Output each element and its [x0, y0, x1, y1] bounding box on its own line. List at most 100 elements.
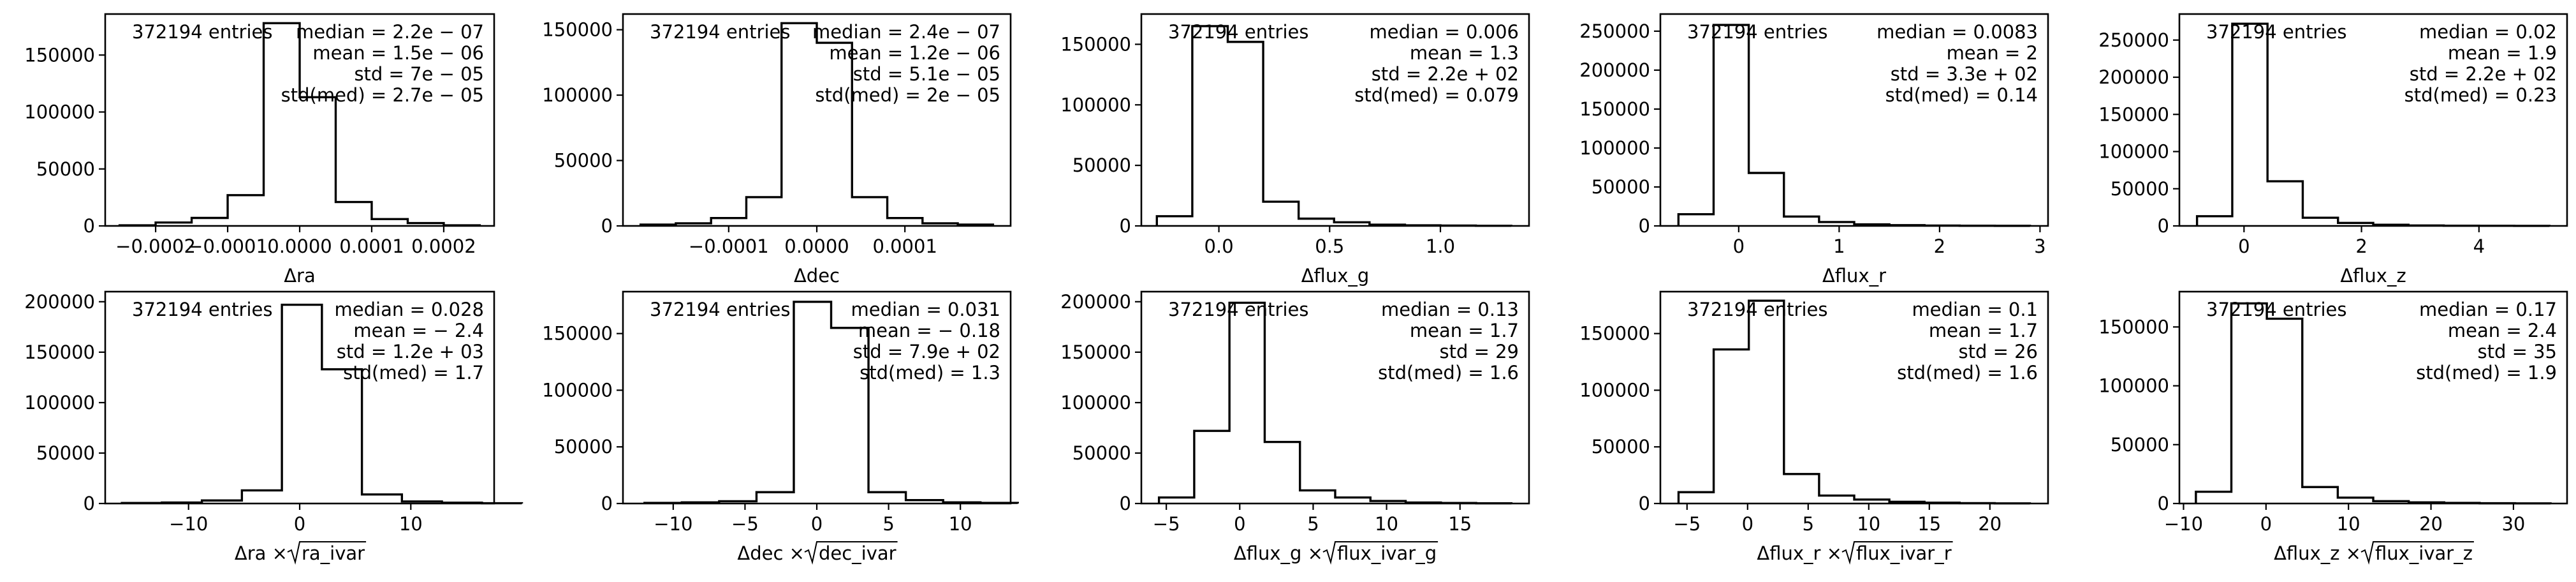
y-tick-label: 100000	[24, 101, 95, 123]
stats-line: mean = 1.5e − 06	[312, 42, 484, 64]
x-tick-label: 15	[1448, 513, 1472, 535]
x-tick-label: 0.5	[1315, 235, 1344, 257]
stats-line: std(med) = 2e − 05	[815, 84, 1000, 106]
y-tick-label: 100000	[2098, 375, 2169, 397]
y-tick-label: 200000	[1579, 59, 1650, 81]
histogram-panel: −10 −5 0 5 10 0 50000 100000 150000 Δdec × dec_iv…	[542, 290, 1019, 565]
y-tick-label: 50000	[1592, 436, 1650, 458]
stats-line: mean = 2	[1947, 42, 2038, 64]
y-tick-label: 150000	[24, 341, 95, 363]
x-tick-label: −0.0001	[689, 235, 769, 257]
x-tick-label: 30	[2501, 513, 2525, 535]
y-tick-label: 200000	[1060, 291, 1131, 313]
y-tick-label: 0	[1120, 493, 1131, 514]
stats-line: mean = 1.7	[1410, 320, 1519, 341]
stats-line: std = 2.2e + 02	[1372, 63, 1519, 85]
x-axis-label: Δflux_g	[1301, 265, 1370, 287]
x-tick-label: 1.0	[1426, 235, 1455, 257]
y-tick-label: 100000	[1060, 392, 1131, 414]
y-tick-label: 200000	[2098, 66, 2169, 88]
y-tick-label: 50000	[554, 436, 613, 458]
y-tick-label: 150000	[542, 323, 613, 345]
stats-line: mean = 1.7	[1929, 320, 2038, 341]
x-axis-label: Δra	[284, 265, 316, 287]
x-axis-sqrt-radicand: dec_ivar	[819, 542, 896, 564]
stats-line: median = 0.17	[2419, 299, 2557, 320]
stats-line: std = 2.2e + 02	[2410, 63, 2557, 85]
x-tick-label: −5	[1673, 513, 1701, 535]
entries-annotation: 372194 entries	[2206, 299, 2346, 320]
y-tick-label: 0	[2158, 493, 2169, 514]
y-tick-label: 0	[1120, 215, 1131, 237]
y-tick-label: 0	[84, 493, 95, 514]
histogram-panel: −5 0 5 10 15 0 50000 100000 150000 200000 Δflux_g …	[1060, 290, 1530, 565]
x-tick-label: 0	[1733, 235, 1745, 257]
stats-line: mean = − 2.4	[353, 320, 484, 341]
histogram-panel: −5 0 5 10 15 20 0 50000 100000 150000 Δflux_r × fl…	[1579, 290, 2049, 565]
x-axis-sqrt-radicand: ra_ivar	[302, 542, 365, 564]
x-tick-label: 0	[294, 513, 305, 535]
x-tick-label: 15	[1917, 513, 1941, 535]
stats-line: std = 1.2e + 03	[337, 341, 484, 362]
x-tick-label: −10	[169, 513, 208, 535]
stats-line: std(med) = 0.14	[1885, 84, 2038, 106]
stats-line: std(med) = 0.23	[2404, 84, 2557, 106]
stats-line: mean = 2.4	[2448, 320, 2557, 341]
axes-frame	[1140, 290, 1530, 505]
x-tick-label: −5	[1153, 513, 1180, 535]
stats-line: std = 5.1e − 05	[853, 63, 1000, 85]
stats-line: std = 7e − 05	[354, 63, 484, 85]
stats-line: median = 0.1	[1912, 299, 2038, 320]
y-tick-label: 0	[601, 215, 613, 237]
y-tick-label: 250000	[2098, 29, 2169, 51]
x-tick-label: −5	[731, 513, 759, 535]
x-tick-label: 0	[2238, 235, 2250, 257]
x-tick-label: 10	[399, 513, 423, 535]
y-tick-label: 0	[1639, 215, 1650, 237]
y-tick-label: 50000	[1592, 176, 1650, 198]
x-axis-sqrt-radicand: flux_ivar_g	[1337, 542, 1437, 564]
y-tick-label: 150000	[1060, 341, 1131, 363]
entries-annotation: 372194 entries	[1687, 21, 1827, 43]
histogram-panel: 0 2 4 0 50000 100000 150000 200000 250000 Δflux_z…	[2098, 13, 2568, 287]
x-tick-label: 20	[2419, 513, 2443, 535]
x-axis-label: Δra ×	[235, 542, 288, 564]
stats-line: mean = 1.9	[2448, 42, 2557, 64]
y-tick-label: 0	[1639, 493, 1650, 514]
x-tick-label: 20	[1978, 513, 2002, 535]
x-tick-label: 0	[2260, 513, 2272, 535]
x-tick-label: 0.0000	[267, 235, 332, 257]
stats-line: median = 2.2e − 07	[296, 21, 484, 43]
y-tick-label: 100000	[24, 392, 95, 414]
histogram-panel: −0.0001 0.0000 0.0001 0 50000 100000 150000 Δde…	[542, 13, 1012, 287]
x-tick-label: 0	[1742, 513, 1753, 535]
histogram-panel: 0 1 2 3 0 50000 100000 150000 200000 250000 Δflux_…	[1579, 13, 2049, 287]
x-tick-label: 1	[1833, 235, 1845, 257]
y-tick-label: 100000	[1579, 137, 1650, 159]
x-tick-label: 3	[2034, 235, 2045, 257]
y-tick-label: 50000	[36, 442, 95, 464]
entries-annotation: 372194 entries	[2206, 21, 2346, 43]
y-tick-label: 50000	[554, 150, 613, 172]
x-axis-label: Δdec ×	[737, 542, 805, 564]
stats-line: std = 35	[2477, 341, 2557, 362]
sqrt-radical-sign	[1841, 541, 1953, 565]
y-tick-label: 50000	[1072, 154, 1131, 176]
x-tick-label: −10	[2164, 513, 2203, 535]
y-tick-label: 50000	[36, 158, 95, 180]
x-tick-label: 0.0	[1204, 235, 1234, 257]
stats-line: std(med) = 1.3	[860, 362, 1000, 384]
entries-annotation: 372194 entries	[132, 21, 272, 43]
stats-line: mean = 1.2e − 06	[829, 42, 1000, 64]
histogram-panel: −10 0 10 0 50000 100000 150000 200000 Δra × ra_i…	[24, 290, 523, 565]
y-tick-label: 150000	[1579, 323, 1650, 345]
histogram-step-outline	[118, 22, 481, 227]
y-tick-label: 150000	[542, 19, 613, 41]
stats-line: std = 3.3e + 02	[1891, 63, 2038, 85]
x-axis-label: Δflux_z	[2340, 265, 2406, 287]
y-tick-label: 150000	[2098, 316, 2169, 338]
y-tick-label: 100000	[2098, 141, 2169, 163]
stats-line: std(med) = 1.9	[2416, 362, 2557, 384]
entries-annotation: 372194 entries	[650, 299, 790, 320]
